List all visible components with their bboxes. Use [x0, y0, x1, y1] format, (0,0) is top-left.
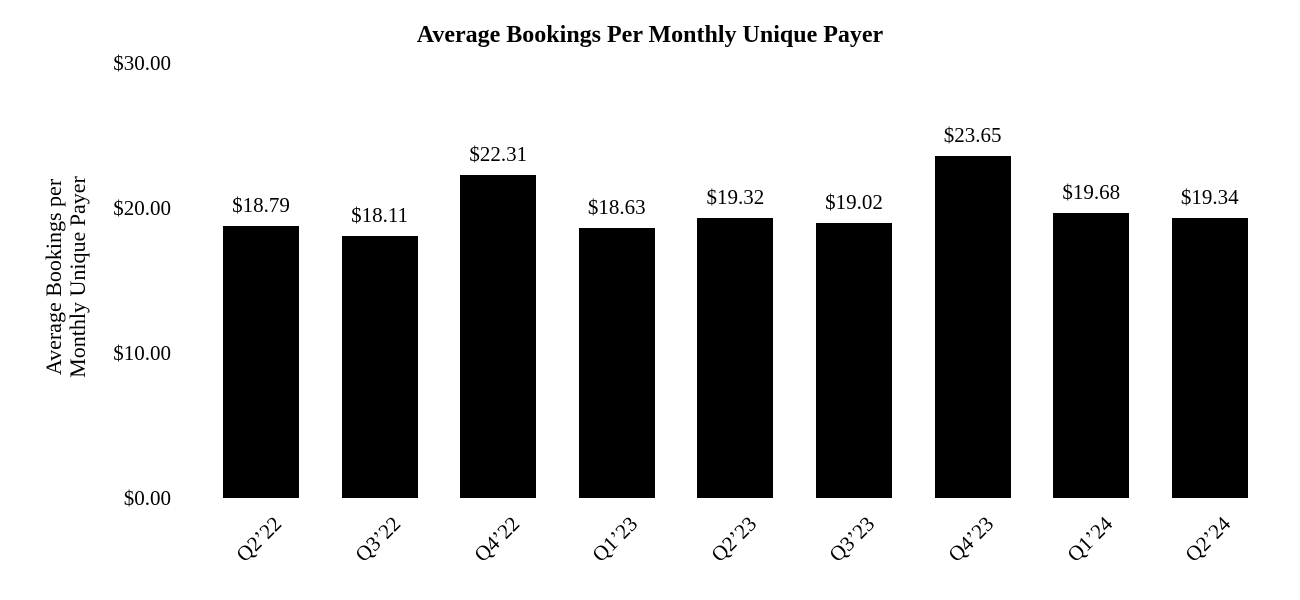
bar-value-label: $22.31	[469, 141, 528, 166]
y-axis-title: Average Bookings per Monthly Unique Paye…	[41, 176, 90, 378]
y-tick-label: $0.00	[123, 485, 171, 510]
bar-value-label: $19.32	[706, 185, 765, 210]
x-tick-label: Q2’22	[231, 511, 287, 567]
y-axis-title-line2: Monthly Unique Payer	[65, 176, 90, 378]
y-tick-label: $10.00	[113, 340, 171, 365]
x-tick-label: Q2’24	[1180, 511, 1236, 567]
x-tick-label: Q3’23	[824, 511, 880, 567]
bar-value-label: $19.02	[825, 189, 883, 214]
bar-value-label: $18.79	[232, 192, 290, 217]
bar-value-label: $18.11	[351, 202, 409, 227]
x-tick-label: Q1’24	[1061, 511, 1117, 567]
bar-value-label: $18.63	[587, 195, 646, 220]
x-tick-label: Q1’23	[587, 511, 643, 567]
x-tick-label: Q2’23	[706, 511, 761, 567]
bar-value-label: $19.68	[1062, 180, 1121, 205]
bar	[1171, 217, 1248, 498]
bar	[934, 155, 1011, 498]
y-tick-label: $20.00	[113, 195, 171, 220]
x-tick-label: Q3’22	[350, 511, 406, 567]
chart-title: Average Bookings Per Monthly Unique Paye…	[416, 22, 884, 48]
y-tick-label: $30.00	[113, 51, 171, 76]
bar	[460, 174, 537, 498]
x-tick-label: Q4’23	[943, 511, 999, 567]
bar-value-label: $19.34	[1180, 184, 1239, 209]
bar	[223, 225, 299, 498]
y-axis-title-line1: Average Bookings per	[41, 178, 66, 376]
bar	[1053, 213, 1130, 498]
bar	[816, 222, 892, 498]
bar	[341, 235, 418, 498]
bar	[697, 218, 774, 498]
bar-value-label: $23.65	[943, 122, 1002, 147]
x-tick-label: Q4’22	[468, 511, 524, 567]
bar	[578, 228, 655, 498]
